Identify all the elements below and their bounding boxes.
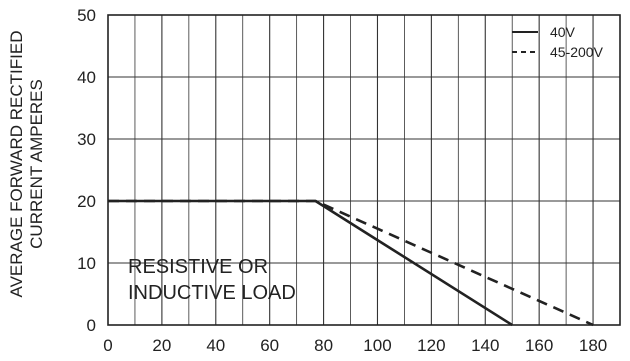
y-axis-title-line: CURRENT AMPERES [27, 79, 46, 249]
plot-frame [107, 14, 621, 326]
y-tick-label: 50 [77, 6, 96, 25]
annotation-line: RESISTIVE OR [128, 256, 268, 278]
x-tick-label: 180 [579, 336, 607, 355]
x-tick-label: 80 [314, 336, 333, 355]
legend-label: 40V [550, 24, 576, 40]
load-annotation: RESISTIVE OR INDUCTIVE LOAD [128, 256, 296, 304]
x-tick-label: 120 [417, 336, 445, 355]
legend-label: 45-200V [550, 44, 604, 60]
y-tick-label: 20 [77, 192, 96, 211]
tick-labels: 0 20 40 60 80 100 120 140 160 180 0 10 20 30 40 50 [77, 6, 607, 355]
y-tick-label: 10 [77, 254, 96, 273]
annotation-line: INDUCTIVE LOAD [128, 282, 296, 304]
legend: 40V 45-200V [512, 24, 604, 60]
grid [108, 15, 620, 325]
x-tick-label: 0 [103, 336, 112, 355]
x-tick-label: 140 [471, 336, 499, 355]
y-tick-label: 40 [77, 68, 96, 87]
series-line-dashed [108, 199, 594, 327]
x-tick-label: 60 [260, 336, 279, 355]
x-tick-label: 20 [152, 336, 171, 355]
y-axis-title-line: AVERAGE FORWARD RECTIFIED [7, 31, 26, 298]
y-axis-title: AVERAGE FORWARD RECTIFIED CURRENT AMPERES [7, 31, 46, 298]
y-tick-label: 30 [77, 130, 96, 149]
x-tick-label: 40 [206, 336, 225, 355]
y-tick-label: 0 [87, 316, 96, 335]
plot-series [108, 199, 594, 327]
x-tick-label: 100 [363, 336, 391, 355]
x-tick-label: 160 [525, 336, 553, 355]
